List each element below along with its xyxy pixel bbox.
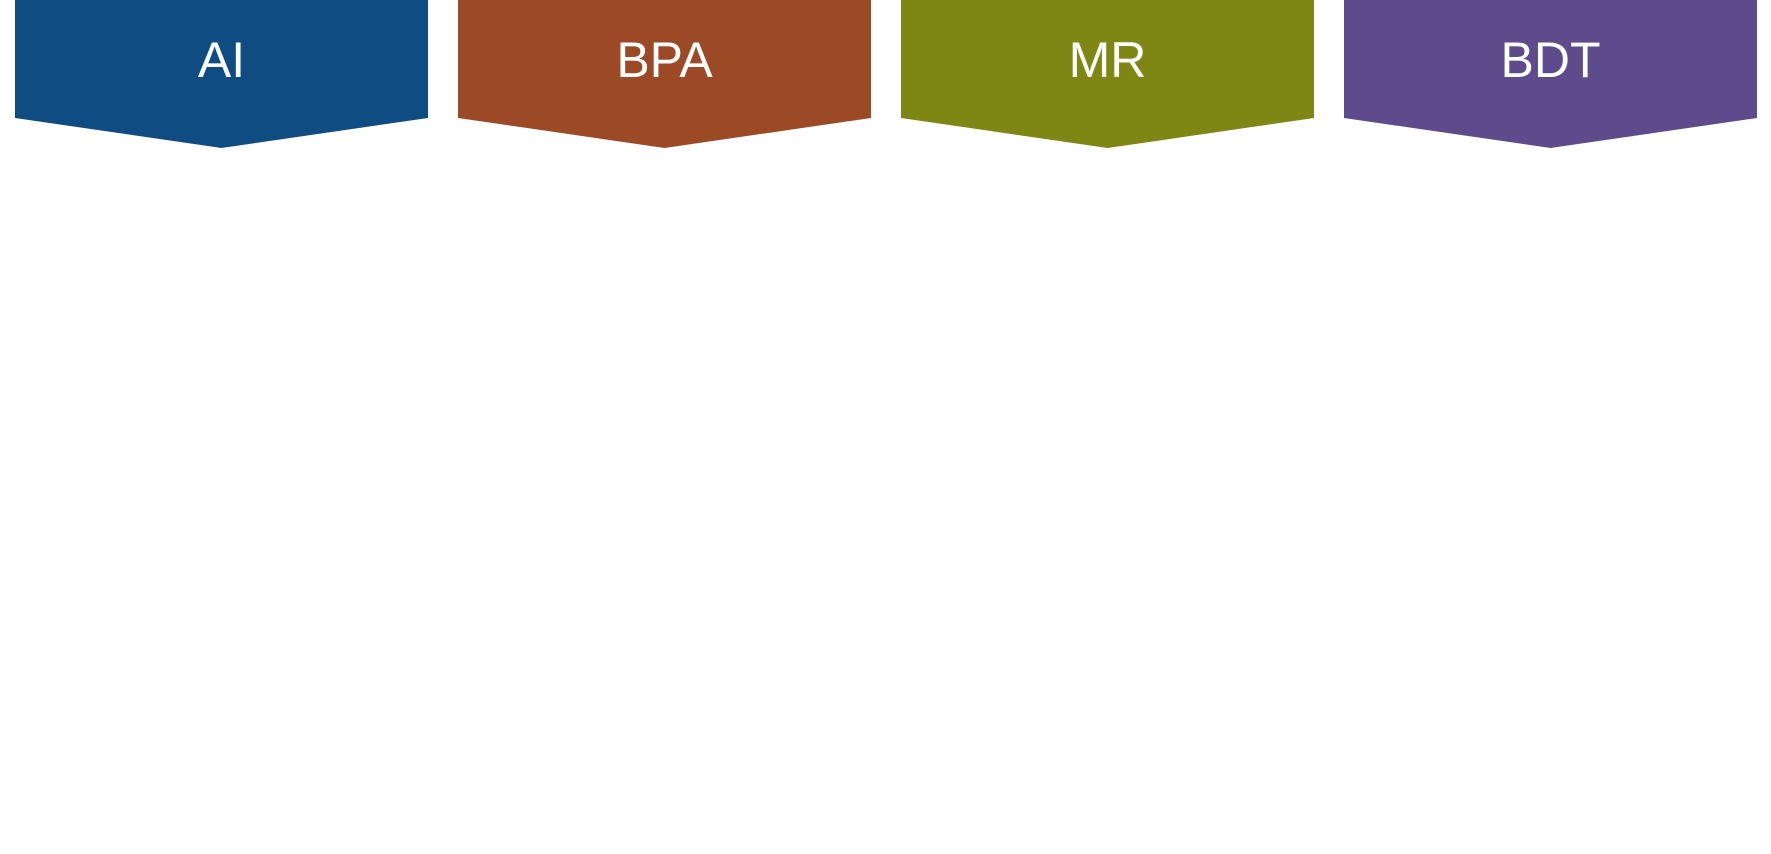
banner-label: BPA [616,32,713,88]
banner-ai: AI [15,0,428,148]
banner-bdt: BDT [1344,0,1757,148]
banner-bpa: BPA [458,0,871,148]
banner-label: AI [197,32,246,88]
banner-label: MR [1068,32,1147,88]
banner-label: BDT [1500,32,1601,88]
banner-mr: MR [901,0,1314,148]
